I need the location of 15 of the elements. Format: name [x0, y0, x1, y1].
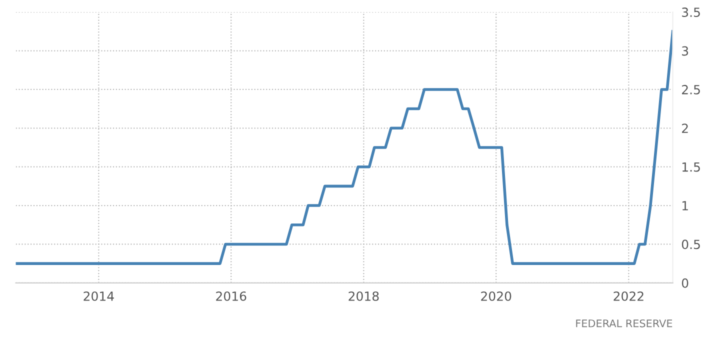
y-tick-label: 0.5 [682, 240, 700, 250]
line-series [16, 30, 673, 265]
x-tick-label: 2014 [84, 291, 114, 301]
text: FEDERAL RESERVE [576, 319, 672, 328]
x-tick-label: 2016 [216, 291, 246, 301]
x-tick-label: 2018 [348, 291, 379, 301]
x-tick-label: 2022 [614, 291, 644, 301]
x-tick-label: 2020 [481, 291, 512, 301]
y-tick-label: 1 [682, 201, 688, 210]
y-tick-label: 2 [682, 124, 688, 133]
y-tick-label: 3.5 [682, 8, 700, 17]
y-tick-label: 1.5 [682, 162, 700, 172]
y-tick-label: 3 [682, 46, 688, 56]
y-tick-label: 2.5 [682, 84, 700, 94]
y-tick-label: 0 [682, 278, 688, 288]
